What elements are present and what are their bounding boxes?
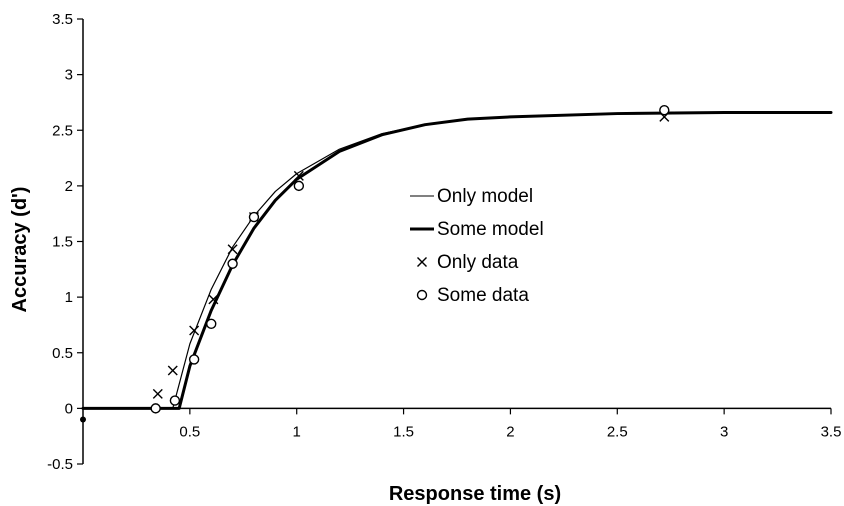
x-tick-label: 1.5 bbox=[393, 423, 414, 440]
y-tick-label: 1.5 bbox=[52, 234, 73, 251]
legend-swatch-some-data bbox=[416, 289, 428, 301]
y-ticks: -0.5 0 0.5 1 1.5 2 2.5 3 3.5 bbox=[47, 11, 83, 473]
y-tick-label: 2 bbox=[65, 178, 73, 195]
y-tick-label: 2.5 bbox=[52, 122, 73, 139]
data-point-some-data bbox=[659, 105, 670, 116]
data-point-only-data bbox=[227, 244, 238, 255]
data-point-some-data bbox=[150, 403, 161, 414]
x-axis-title: Response time (s) bbox=[389, 483, 561, 505]
data-point-only-data bbox=[189, 325, 200, 336]
x-tick-label: 1 bbox=[293, 423, 301, 440]
data-point-some-data bbox=[188, 354, 200, 365]
data-point-some-data bbox=[248, 211, 260, 223]
y-tick-label: 0 bbox=[65, 400, 73, 417]
data-point-some-data bbox=[206, 318, 217, 330]
y-tick-label: 0.5 bbox=[52, 345, 73, 362]
data-point-only-data bbox=[293, 170, 304, 181]
data-point-some-data bbox=[293, 180, 305, 192]
series-line-some-model bbox=[81, 110, 833, 410]
data-point-some-data bbox=[169, 395, 181, 406]
y-tick-label: -0.5 bbox=[47, 456, 73, 473]
data-point-only-data bbox=[167, 365, 178, 376]
x-tick-label: 2 bbox=[506, 423, 514, 440]
data-point-only-data bbox=[152, 388, 163, 399]
x-tick-label: 3.5 bbox=[821, 423, 842, 440]
y-tick-label: 3 bbox=[65, 67, 73, 84]
legend: Only model Some model Only data Some dat… bbox=[410, 186, 544, 306]
y-axis-title: Accuracy (d') bbox=[9, 187, 31, 313]
origin-marker bbox=[80, 416, 86, 423]
x-ticks: 0.5 1 1.5 2 2.5 3 3.5 bbox=[179, 408, 841, 440]
legend-label-some-model: Some model bbox=[437, 219, 544, 240]
legend-label-only-data: Only data bbox=[437, 252, 519, 273]
series-layer bbox=[81, 105, 833, 414]
axes bbox=[80, 19, 831, 464]
legend-label-some-data: Some data bbox=[437, 285, 529, 306]
x-tick-label: 3 bbox=[720, 423, 728, 440]
legend-label-only-model: Only model bbox=[437, 186, 533, 207]
x-tick-label: 2.5 bbox=[607, 423, 628, 440]
x-tick-label: 0.5 bbox=[179, 423, 200, 440]
y-tick-label: 3.5 bbox=[52, 11, 73, 28]
data-point-only-data bbox=[208, 294, 219, 305]
data-point-some-data bbox=[227, 258, 238, 269]
y-tick-label: 1 bbox=[65, 289, 73, 306]
legend-swatch-only-data bbox=[417, 257, 427, 267]
